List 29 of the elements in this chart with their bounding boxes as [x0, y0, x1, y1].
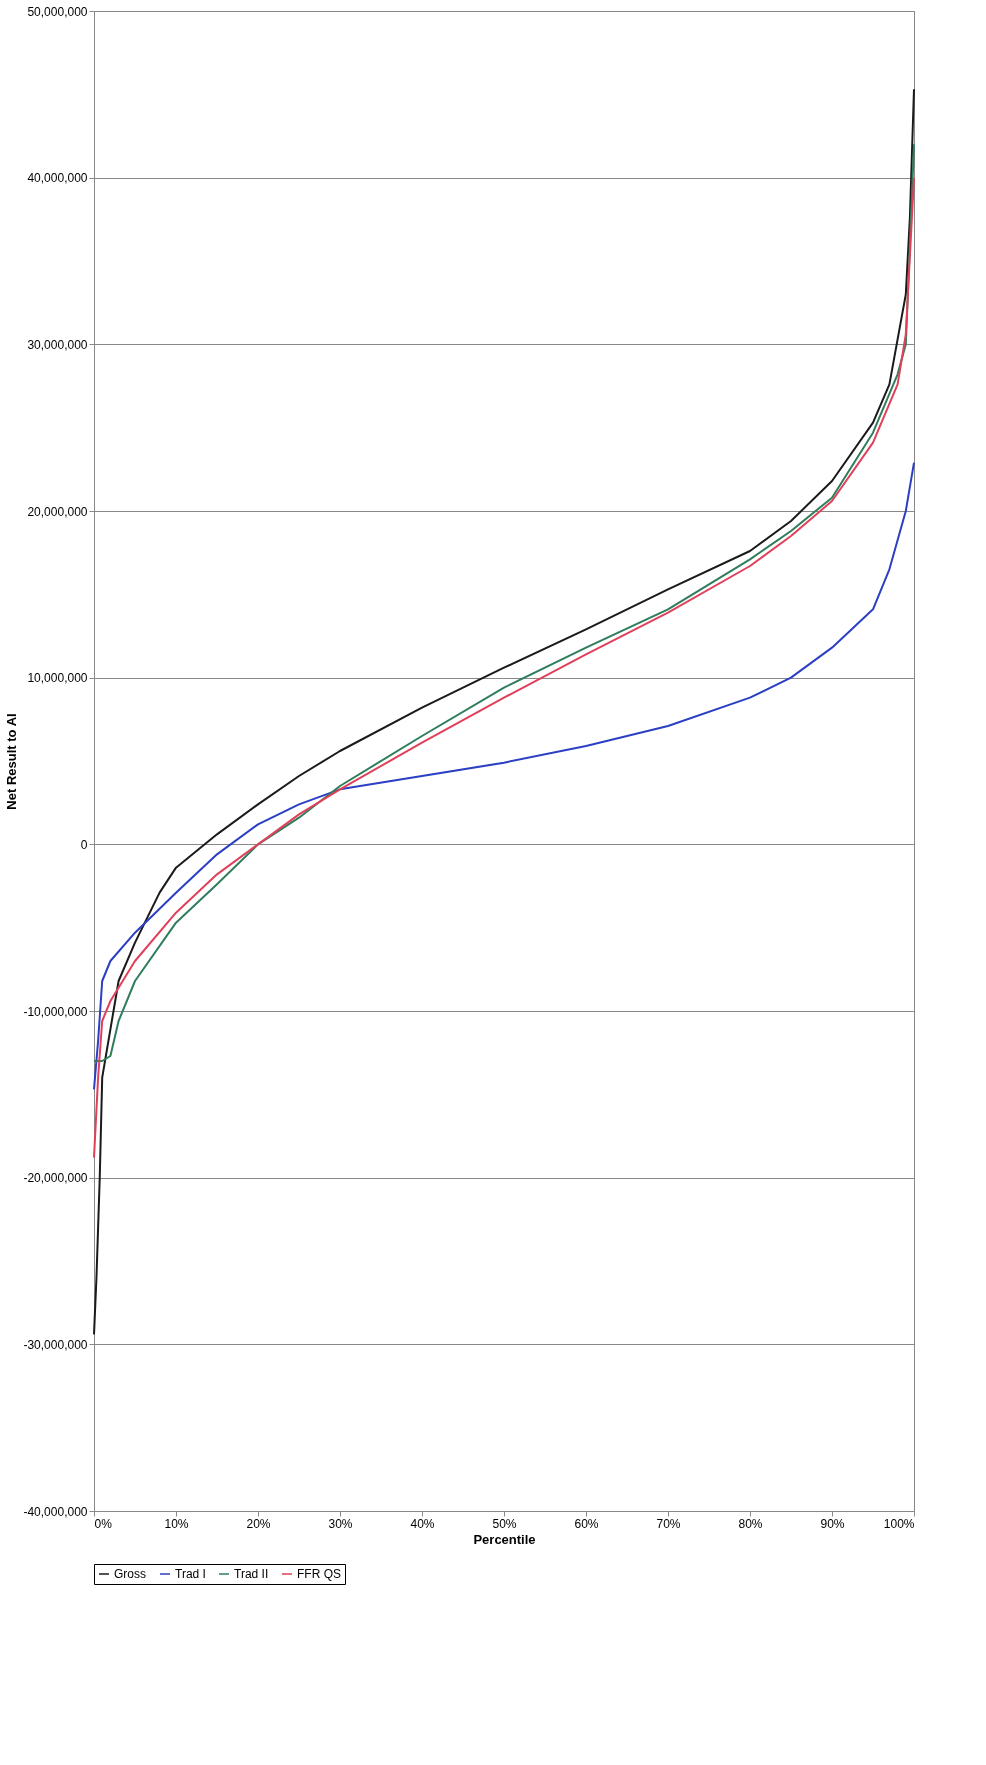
x-tick-label: 70%	[656, 1516, 681, 1531]
x-tick-label: 30%	[328, 1516, 353, 1531]
line-series	[93, 461, 915, 1091]
y-tick-label: -10,000,000	[23, 1004, 88, 1019]
legend-label: FFR QS	[297, 1567, 341, 1581]
y-tick-label: 50,000,000	[27, 4, 88, 19]
x-tick-label: 0%	[94, 1516, 113, 1531]
y-tick-label: -20,000,000	[23, 1171, 88, 1186]
x-tick-label: 20%	[246, 1516, 271, 1531]
x-tick-label: 40%	[410, 1516, 435, 1531]
y-tick-label: 30,000,000	[27, 337, 88, 352]
y-tick-label: 10,000,000	[27, 671, 88, 686]
x-axis-title: Percentile	[473, 1531, 536, 1547]
x-tick-label: 100%	[883, 1516, 915, 1531]
legend-label: Trad I	[175, 1567, 206, 1581]
y-tick-label: -30,000,000	[23, 1337, 88, 1352]
x-tick-label: 10%	[164, 1516, 189, 1531]
legend-label: Gross	[114, 1567, 147, 1581]
x-tick-label: 50%	[492, 1516, 517, 1531]
x-tick-label: 90%	[820, 1516, 845, 1531]
y-axis-title: Net Result to AI	[4, 713, 20, 810]
y-tick-label: 20,000,000	[27, 504, 88, 519]
legend-label: Trad II	[234, 1567, 269, 1581]
y-tick-label: -40,000,000	[23, 1504, 88, 1519]
line-series	[93, 88, 915, 1336]
x-tick-label: 60%	[574, 1516, 599, 1531]
y-tick-label: 0	[80, 837, 88, 852]
x-tick-label: 80%	[738, 1516, 763, 1531]
y-tick-label: 40,000,000	[27, 171, 88, 186]
